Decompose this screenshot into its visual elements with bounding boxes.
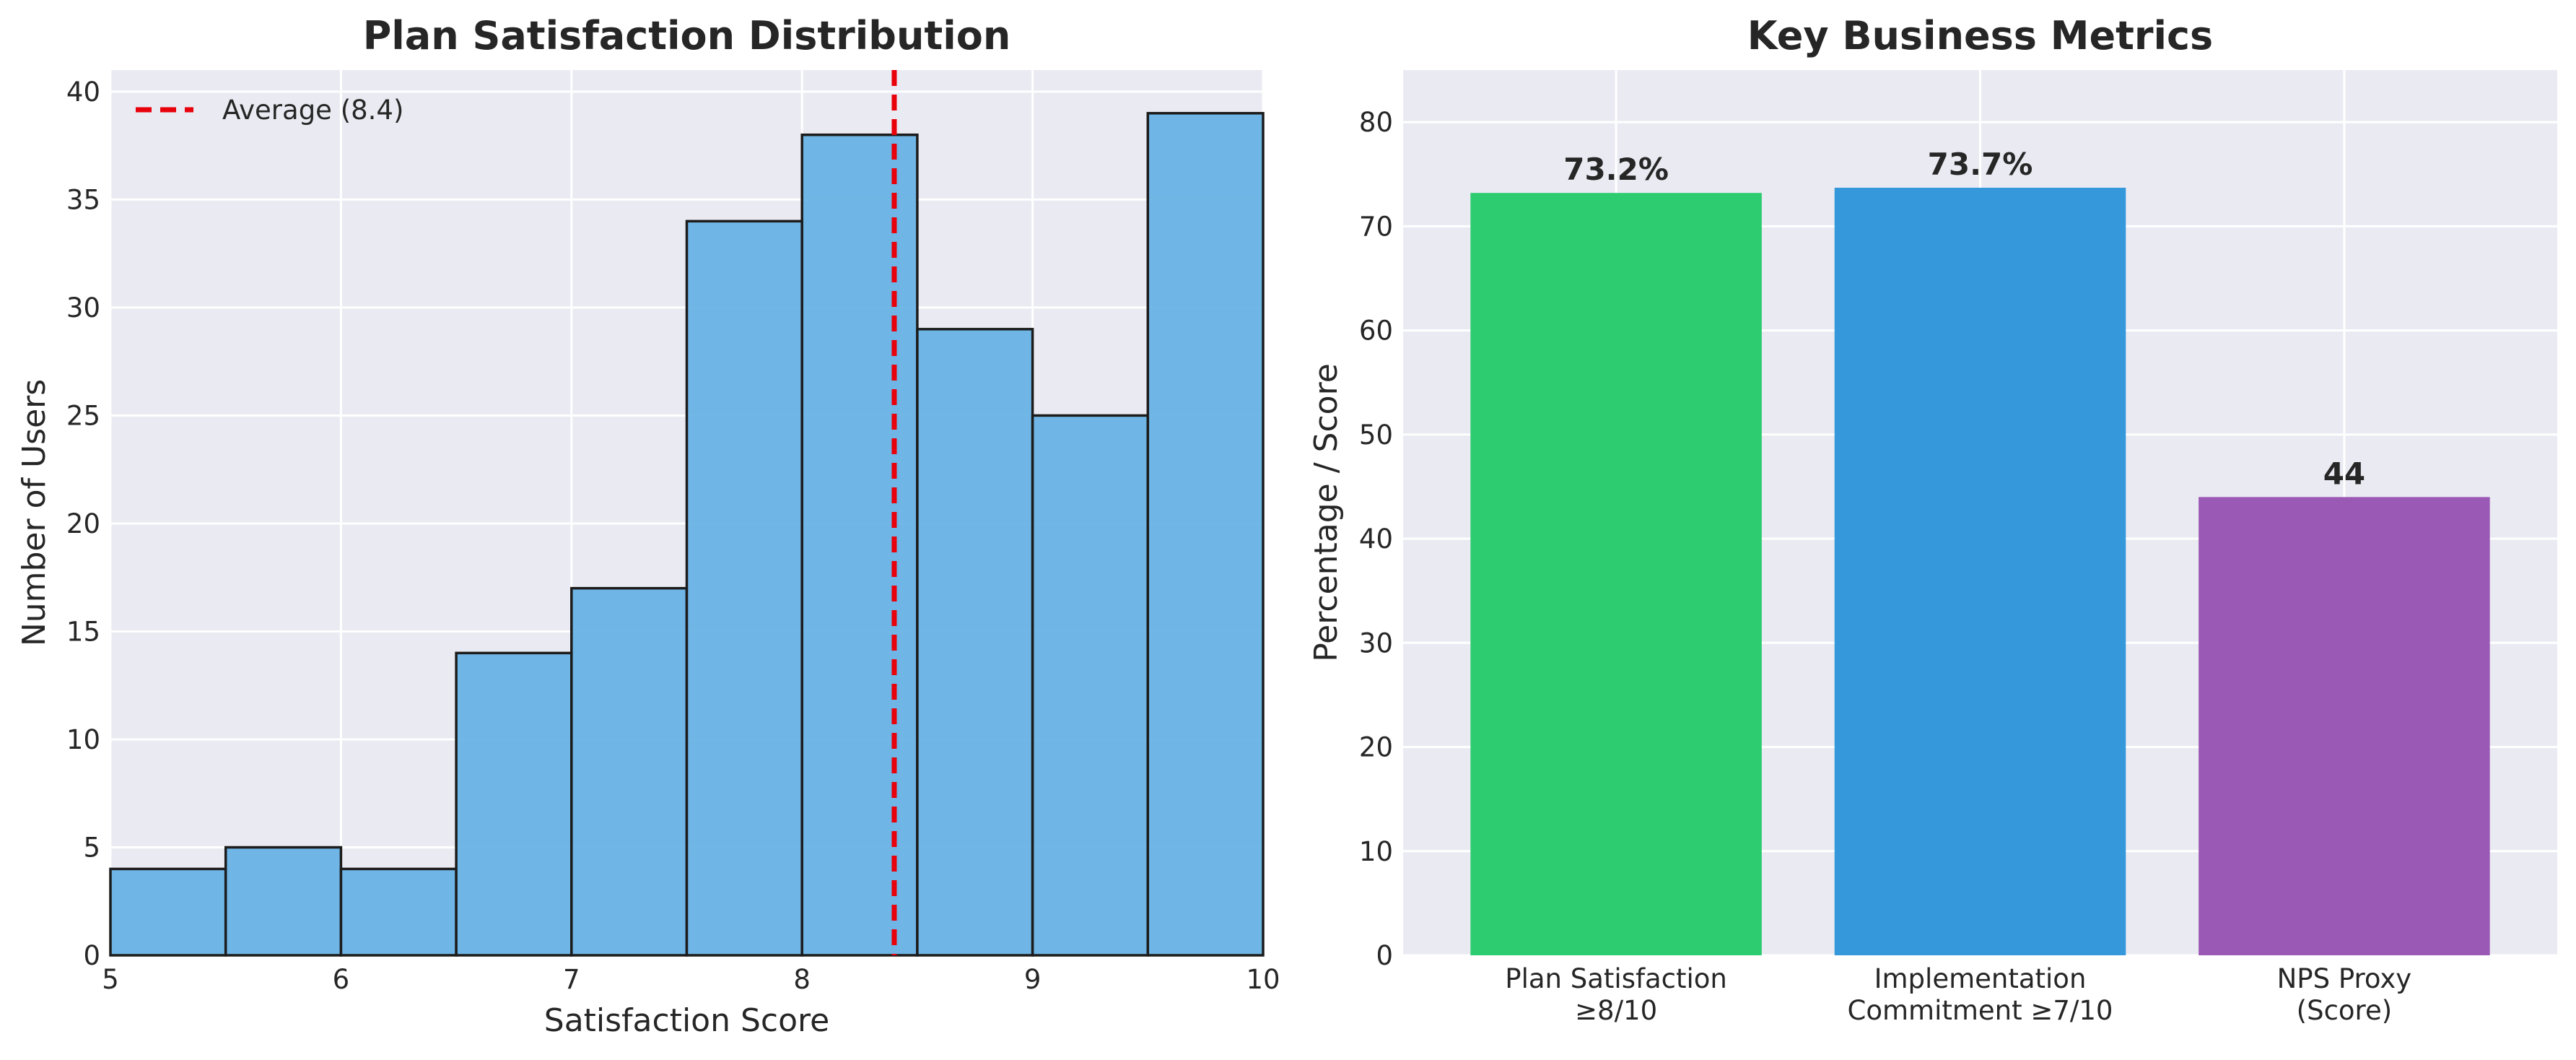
metrics-panel: 73.2% 73.7% 44 Plan Satisfaction≥8/10 Imple… xyxy=(1308,13,2557,1026)
histogram-bar xyxy=(800,133,919,957)
histogram-bar xyxy=(224,846,343,957)
histogram-y-tick-label: 20 xyxy=(66,508,100,539)
histogram-x-tick-label: 8 xyxy=(793,964,811,995)
histogram-legend: Average (8.4) xyxy=(136,95,403,126)
metrics-bars xyxy=(1470,187,2490,956)
metrics-y-tick-label: 70 xyxy=(1359,211,1393,242)
histogram-y-tick-label: 40 xyxy=(66,77,100,108)
metrics-x-tick-label: Implementation xyxy=(1874,963,2087,994)
histogram-x-tick-label: 6 xyxy=(333,964,350,995)
histogram-y-axis-label: Number of Users xyxy=(16,379,53,646)
metrics-y-tick-label: 30 xyxy=(1359,627,1393,659)
histogram-x-tick-label: 9 xyxy=(1024,964,1042,995)
metrics-y-tick-label: 60 xyxy=(1359,316,1393,347)
metrics-y-tick-label: 80 xyxy=(1359,107,1393,138)
histogram-x-axis-label: Satisfaction Score xyxy=(544,1002,829,1039)
metrics-value-label: 73.7% xyxy=(1928,147,2033,182)
metrics-y-tick-label: 0 xyxy=(1376,940,1393,971)
metrics-bar xyxy=(1470,193,1762,955)
histogram-x-tick-label: 5 xyxy=(102,964,119,995)
histogram-bars xyxy=(109,112,1265,957)
histogram-bar xyxy=(109,867,227,957)
metrics-y-tick-labels: 0 10 20 30 40 50 60 70 80 xyxy=(1359,107,1393,971)
histogram-x-tick-label: 7 xyxy=(563,964,580,995)
histogram-y-tick-label: 25 xyxy=(66,400,100,431)
metrics-y-tick-label: 20 xyxy=(1359,732,1393,763)
histogram-y-tick-label: 0 xyxy=(83,940,100,971)
metrics-value-label: 44 xyxy=(2323,456,2365,491)
histogram-x-tick-labels: 5 6 7 8 9 10 xyxy=(102,964,1280,995)
metrics-bar xyxy=(1834,187,2126,956)
metrics-x-tick-label: NPS Proxy xyxy=(2277,963,2412,994)
metrics-y-axis-label: Percentage / Score xyxy=(1308,363,1345,662)
metrics-y-tick-label: 40 xyxy=(1359,524,1393,555)
histogram-y-tick-label: 30 xyxy=(66,292,100,323)
metrics-x-tick-label: ≥8/10 xyxy=(1575,995,1657,1026)
metrics-x-tick-label: (Score) xyxy=(2297,995,2393,1026)
histogram-y-tick-label: 10 xyxy=(66,724,100,755)
metrics-y-tick-label: 50 xyxy=(1359,420,1393,451)
histogram-y-tick-label: 35 xyxy=(66,184,100,215)
histogram-y-tick-label: 15 xyxy=(66,616,100,647)
histogram-bar xyxy=(685,220,803,957)
legend-average-label: Average (8.4) xyxy=(222,95,403,126)
histogram-y-tick-label: 5 xyxy=(83,832,100,863)
metrics-y-tick-label: 10 xyxy=(1359,836,1393,867)
histogram-title: Plan Satisfaction Distribution xyxy=(363,13,1011,58)
histogram-bar xyxy=(339,867,458,957)
metrics-x-tick-label: Plan Satisfaction xyxy=(1505,963,1727,994)
histogram-bar xyxy=(1146,112,1265,957)
histogram-bar xyxy=(916,328,1034,957)
metrics-x-tick-labels: Plan Satisfaction≥8/10 ImplementationComm… xyxy=(1505,963,2411,1026)
metrics-value-label: 73.2% xyxy=(1563,152,1669,187)
histogram-bar xyxy=(1031,414,1150,957)
histogram-x-tick-label: 10 xyxy=(1246,964,1280,995)
histogram-bar xyxy=(570,586,689,957)
histogram-y-tick-labels: 0 5 10 15 20 25 30 35 40 xyxy=(66,77,100,971)
metrics-bar xyxy=(2199,497,2490,955)
metrics-value-labels: 73.2% 73.7% 44 xyxy=(1563,147,2365,491)
histogram-bar xyxy=(455,651,573,957)
metrics-x-tick-label: Commitment ≥7/10 xyxy=(1848,995,2113,1026)
metrics-title: Key Business Metrics xyxy=(1747,13,2213,58)
